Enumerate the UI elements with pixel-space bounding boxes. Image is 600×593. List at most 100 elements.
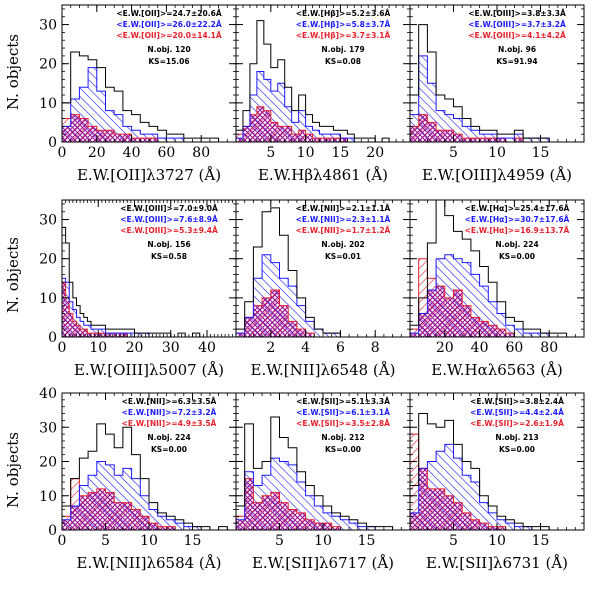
annotation-3: <E.W.[NII]>=1.7±1.2Å: [296, 226, 391, 235]
x-tick-label: 60: [505, 340, 523, 356]
bar-overlap: [83, 329, 88, 337]
bar-overlap: [249, 114, 257, 142]
annotation-1: <E.W.[OIII]>=3.8±3.3Å: [468, 9, 566, 18]
bar-blue: [488, 512, 497, 530]
y-tick-label: 10: [39, 489, 57, 505]
bar-overlap: [76, 325, 81, 337]
annotation-5: KS=0.08: [325, 57, 361, 66]
panel-7: 0 5 10 15 0 10 20 30 40 E.W.[NII]λ6584 (Å) <E.W.[N…: [39, 386, 237, 572]
bar-red: [410, 434, 419, 530]
x-tick-label: 20: [436, 340, 454, 356]
x-tick-label: 80: [540, 340, 558, 356]
bar-blue: [288, 464, 297, 530]
bar-overlap: [80, 329, 84, 337]
panel-9: 5 10 15 E.W.[SII]λ6731 (Å) <E.W.[SII]>=3.8±2…: [409, 392, 585, 572]
bar-overlap: [122, 502, 132, 530]
x-tick-label: 20: [126, 340, 144, 356]
bar-blue: [453, 118, 463, 142]
bar-blue: [444, 444, 454, 530]
x-tick-label: 10: [314, 533, 332, 549]
bar-overlap: [96, 488, 106, 530]
histogram-outline-red: [410, 258, 584, 337]
bar-overlap: [88, 492, 97, 530]
bar-blue: [305, 495, 315, 530]
bar-overlap: [470, 519, 480, 530]
y-tick-label: 10: [39, 291, 57, 307]
bar-overlap: [253, 305, 263, 337]
annotation-4: N.obj. 202: [321, 240, 364, 249]
bar-overlap: [479, 138, 489, 142]
x-tick-label: 4: [301, 340, 310, 356]
bar-overlap: [326, 138, 334, 142]
bar-overlap: [270, 492, 280, 530]
annotation-3: <E.W.[OII]>=20.0±14.1Å: [116, 31, 221, 40]
bar-blue: [122, 468, 132, 530]
bar-blue: [505, 138, 515, 142]
bar-blue: [347, 138, 355, 142]
annotation-5: KS=0.58: [151, 252, 187, 261]
bar-blue: [436, 110, 445, 142]
annotation-3: <E.W.[OIII]>=4.1±4.2Å: [468, 31, 566, 40]
x-tick-label: 5: [275, 533, 284, 549]
bar-overlap: [236, 333, 245, 337]
bar-blue: [131, 478, 141, 530]
y-tick-label: 30: [39, 213, 57, 229]
bar-overlap: [305, 134, 313, 142]
bar-blue: [340, 519, 350, 530]
annotation-5: KS=91.94: [496, 57, 537, 66]
bar-blue: [523, 138, 532, 142]
bar-overlap: [62, 126, 71, 142]
bar-blue: [444, 254, 454, 337]
annotation-2: <E.W.[NII]>=2.3±1.1Å: [296, 215, 391, 224]
bar-overlap: [262, 495, 271, 530]
x-tick-label: 15: [184, 533, 202, 549]
bar-overlap: [288, 509, 297, 530]
x-tick-label: 0: [58, 145, 67, 161]
x-tick-label: 20: [366, 145, 384, 161]
bar-overlap: [236, 138, 243, 142]
annotation-3: <E.W.[NII]>=4.9±3.5Å: [122, 419, 217, 428]
bar-blue: [296, 305, 306, 337]
bar-overlap: [256, 106, 264, 142]
bar-overlap: [514, 138, 524, 142]
bar-overlap: [312, 138, 320, 142]
bar-overlap: [410, 333, 419, 337]
bar-overlap: [70, 506, 80, 530]
bar-overlap: [242, 126, 250, 142]
bar-overlap: [62, 282, 66, 337]
bar-overlap: [284, 126, 292, 142]
annotation-1: <E.W.[NII]>=6.3±3.5Å: [122, 397, 217, 406]
bar-blue: [305, 321, 315, 337]
bar-blue: [514, 526, 524, 530]
x-tick-label: 15: [331, 145, 349, 161]
bar-overlap: [505, 333, 515, 337]
panel-3: 5 10 15 E.W.[OIII]λ4959 (Å) <E.W.[OIII]>=3.8…: [409, 4, 585, 184]
bar-overlap: [62, 519, 71, 530]
bar-overlap: [91, 333, 95, 337]
bar-blue: [531, 138, 541, 142]
bar-overlap: [314, 523, 323, 530]
bar-overlap: [479, 523, 489, 530]
bar-overlap: [470, 138, 480, 142]
x-tick-label: 8: [371, 340, 380, 356]
panel-2: 5 10 15 20 E.W.Hβλ4861 (Å) <E.W.[Hβ]>=5.2±3.6…: [235, 4, 411, 184]
histogram-outline-red: [410, 433, 584, 530]
bar-overlap: [298, 130, 306, 142]
x-tick-label: 20: [88, 145, 106, 161]
bar-blue: [277, 83, 285, 142]
bar-overlap: [149, 138, 158, 142]
bar-overlap: [453, 290, 463, 337]
bar-blue: [323, 512, 332, 530]
bar-overlap: [462, 512, 471, 530]
x-axis-label: E.W.Hαλ6563 (Å): [431, 361, 562, 379]
y-axis-label-row-1: N. objects: [4, 34, 22, 110]
bar-blue: [131, 130, 141, 142]
y-tick-label: 10: [39, 96, 57, 112]
bar-blue: [298, 110, 306, 142]
bar-overlap: [96, 130, 106, 142]
bar-blue: [505, 325, 515, 337]
y-tick-label: 0: [48, 523, 57, 539]
annotation-1: <E.W.[Hα]>=25.4±17.6Å: [465, 204, 570, 213]
panel-1: 0 20 40 60 80 0 10 20 30 E.W.[OII]λ3727 (Å) <E.W.[…: [39, 4, 237, 184]
bar-blue: [540, 138, 550, 142]
